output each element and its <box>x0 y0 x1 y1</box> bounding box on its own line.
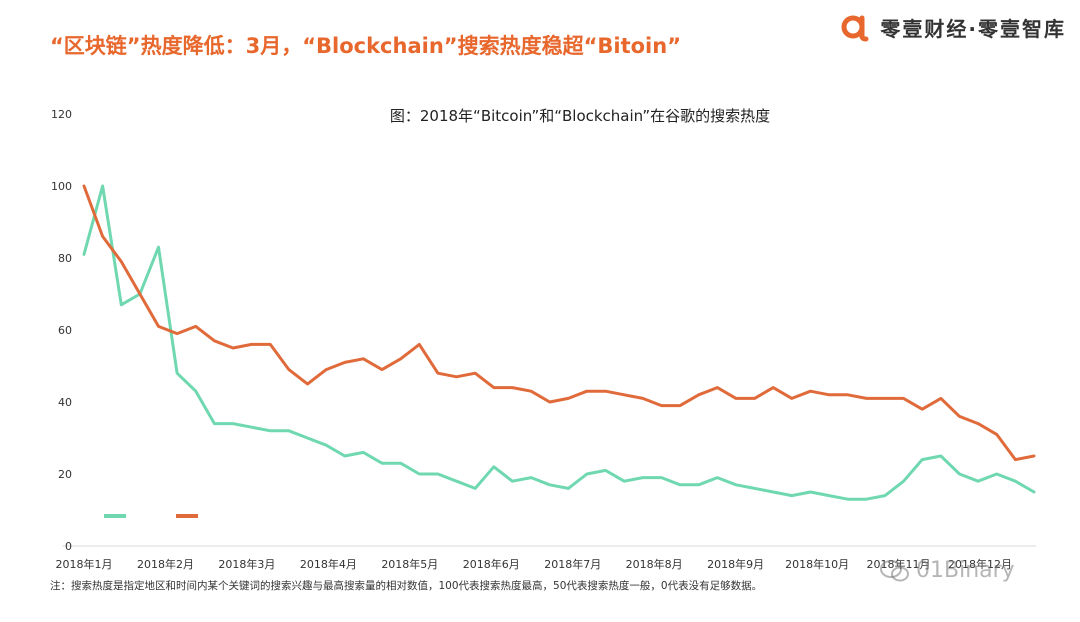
x-tick-label: 2018年8月 <box>626 557 683 571</box>
watermark: 01Binary <box>880 558 1015 583</box>
y-tick-label: 80 <box>58 252 72 265</box>
x-tick-label: 2018年1月 <box>56 557 113 571</box>
x-tick-label: 2018年10月 <box>785 557 849 571</box>
y-tick-label: 40 <box>58 396 72 409</box>
x-tick-label: 2018年7月 <box>544 557 601 571</box>
series-line-2 <box>82 184 1036 462</box>
x-tick-label: 2018年9月 <box>707 557 764 571</box>
x-tick-label: 2018年3月 <box>218 557 275 571</box>
y-tick-label: 20 <box>58 468 72 481</box>
y-tick-label: 120 <box>51 108 72 121</box>
alpha-logo-icon <box>841 15 869 42</box>
brand-name: 零壹财经·零壹智库 <box>880 16 1066 41</box>
headline: “区块链”热度降低：3月，“Blockchain”搜索热度稳超“Bitoin” <box>50 34 682 58</box>
x-tick-label: 2018年6月 <box>463 557 520 571</box>
x-tick-label: 2018年4月 <box>300 557 357 571</box>
footnote: 注：搜索热度是指定地区和时间内某个关键词的搜索兴趣与最高搜索量的相对数值，100… <box>50 580 763 592</box>
x-tick-label: 2018年2月 <box>137 557 194 571</box>
wechat-icon <box>880 559 909 581</box>
x-tick-label: 2018年5月 <box>381 557 438 571</box>
y-tick-label: 60 <box>58 324 72 337</box>
y-tick-label: 0 <box>65 540 72 553</box>
series-line-1 <box>82 184 1036 501</box>
chart-title: 图：2018年“Bitcoin”和“Blockchain”在谷歌的搜索热度 <box>389 107 771 125</box>
y-tick-label: 100 <box>51 180 72 193</box>
watermark-text: 01Binary <box>916 558 1015 583</box>
x-tick-label: 2018年12月 <box>948 557 1012 571</box>
brand: 零壹财经·零壹智库 <box>840 12 1066 42</box>
